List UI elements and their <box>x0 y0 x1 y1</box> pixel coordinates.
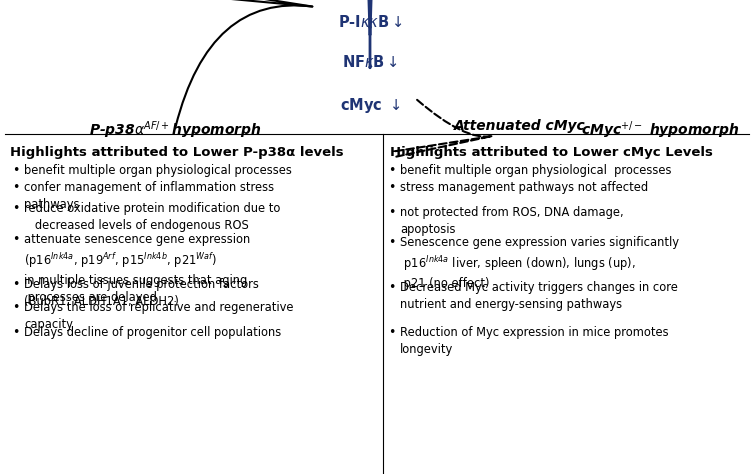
Text: Senescence gene expression varies significantly
 p16$^{Ink4a}$ liver, spleen (do: Senescence gene expression varies signif… <box>400 236 679 291</box>
Text: reduce oxidative protein modification due to
   decreased levels of endogenous R: reduce oxidative protein modification du… <box>24 202 280 232</box>
Text: •: • <box>388 326 395 339</box>
Text: cMyc $\downarrow$: cMyc $\downarrow$ <box>340 96 400 115</box>
Text: •: • <box>12 202 20 215</box>
Text: P-p38$\alpha$$^{AF/+}$hypomorph: P-p38$\alpha$$^{AF/+}$hypomorph <box>89 119 261 141</box>
Text: attenuate senescence gene expression
(p16$^{Ink4a}$, p19$^{Arf}$, p15$^{Ink4b}$,: attenuate senescence gene expression (p1… <box>24 233 250 304</box>
Text: P-I$\kappa\kappa$B$\downarrow$: P-I$\kappa\kappa$B$\downarrow$ <box>338 14 403 30</box>
Text: benefit multiple organ physiological  processes: benefit multiple organ physiological pro… <box>400 164 672 177</box>
Text: •: • <box>12 233 20 246</box>
Text: •: • <box>12 326 20 339</box>
Text: Highlights attributed to Lower cMyc Levels: Highlights attributed to Lower cMyc Leve… <box>390 146 713 159</box>
Text: not protected from ROS, DNA damage,
apoptosis: not protected from ROS, DNA damage, apop… <box>400 206 624 236</box>
Text: benefit multiple organ physiological processes: benefit multiple organ physiological pro… <box>24 164 292 177</box>
Text: •: • <box>388 181 395 194</box>
Text: •: • <box>388 164 395 177</box>
Text: •: • <box>388 206 395 219</box>
Text: Decreased Myc activity triggers changes in core
nutrient and energy-sensing path: Decreased Myc activity triggers changes … <box>400 281 678 311</box>
Text: •: • <box>388 236 395 249</box>
Text: Delays loss of juvenile protection factors
(BubR1; ALDH1A1, ALDH2): Delays loss of juvenile protection facto… <box>24 278 259 308</box>
Text: •: • <box>12 164 20 177</box>
Text: Attenuated cMyc: Attenuated cMyc <box>454 119 586 133</box>
Text: confer management of inflammation stress
pathways: confer management of inflammation stress… <box>24 181 274 211</box>
Text: •: • <box>388 281 395 294</box>
Text: Highlights attributed to Lower P-p38α levels: Highlights attributed to Lower P-p38α le… <box>10 146 344 159</box>
Text: •: • <box>12 278 20 291</box>
Text: NF$\kappa$B$\downarrow$: NF$\kappa$B$\downarrow$ <box>342 54 398 70</box>
Text: •: • <box>12 181 20 194</box>
Text: •: • <box>12 301 20 314</box>
Text: Reduction of Myc expression in mice promotes
longevity: Reduction of Myc expression in mice prom… <box>400 326 669 356</box>
Text: Delays the loss of replicative and regenerative
capacity: Delays the loss of replicative and regen… <box>24 301 293 331</box>
Text: cMyc$^{+/-}$ hypomorph: cMyc$^{+/-}$ hypomorph <box>581 119 739 141</box>
Text: Delays decline of progenitor cell populations: Delays decline of progenitor cell popula… <box>24 326 281 339</box>
Text: stress management pathways not affected: stress management pathways not affected <box>400 181 648 194</box>
